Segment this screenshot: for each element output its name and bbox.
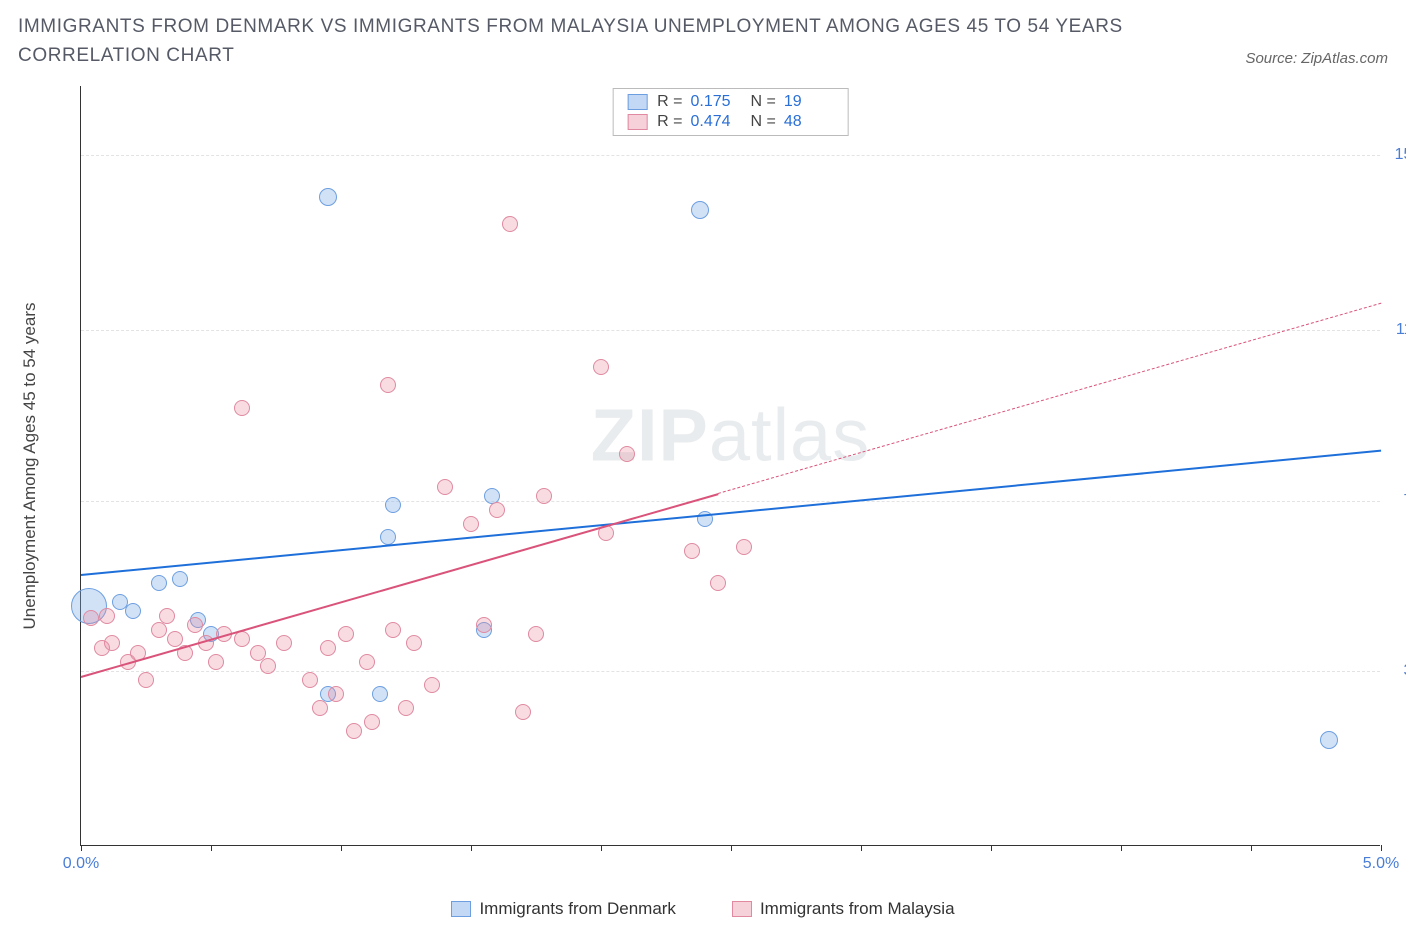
legend-label: Immigrants from Malaysia [760, 899, 955, 919]
r-value: 0.175 [691, 93, 741, 111]
x-tick [341, 845, 342, 851]
data-point [83, 610, 99, 626]
data-point [1320, 731, 1338, 749]
data-point [463, 516, 479, 532]
x-tick [81, 845, 82, 851]
x-tick [601, 845, 602, 851]
watermark-thin: atlas [709, 394, 870, 477]
data-point [234, 400, 250, 416]
n-value: 48 [784, 113, 834, 131]
legend-label: Immigrants from Denmark [479, 899, 675, 919]
x-tick [731, 845, 732, 851]
data-point [208, 654, 224, 670]
x-tick-label: 0.0% [63, 855, 99, 873]
data-point [187, 617, 203, 633]
y-tick-label: 11.2% [1396, 321, 1406, 339]
data-point [528, 626, 544, 642]
data-point [151, 575, 167, 591]
data-point [167, 631, 183, 647]
x-tick [471, 845, 472, 851]
legend-swatch [627, 114, 647, 130]
x-tick [1251, 845, 1252, 851]
data-point [385, 622, 401, 638]
data-point [359, 654, 375, 670]
data-point [250, 645, 266, 661]
legend-swatch [732, 901, 752, 917]
watermark-bold: ZIP [591, 394, 709, 477]
r-label: R = [657, 93, 682, 111]
data-point [338, 626, 354, 642]
data-point [710, 575, 726, 591]
data-point [104, 635, 120, 651]
legend-item: Immigrants from Denmark [451, 899, 675, 919]
data-point [346, 723, 362, 739]
x-tick [211, 845, 212, 851]
gridline [81, 501, 1380, 502]
data-point [372, 686, 388, 702]
data-point [276, 635, 292, 651]
data-point [260, 658, 276, 674]
data-point [515, 704, 531, 720]
data-point [736, 539, 752, 555]
watermark: ZIPatlas [591, 393, 870, 478]
data-point [691, 201, 709, 219]
data-point [593, 359, 609, 375]
legend-item: Immigrants from Malaysia [732, 899, 955, 919]
data-point [502, 216, 518, 232]
data-point [380, 377, 396, 393]
data-point [385, 497, 401, 513]
r-value: 0.474 [691, 113, 741, 131]
stats-row: R = 0.175 N = 19 [627, 92, 834, 112]
data-point [437, 479, 453, 495]
stats-box: R = 0.175 N = 19 R = 0.474 N = 48 [612, 88, 849, 136]
x-tick [1121, 845, 1122, 851]
data-point [380, 529, 396, 545]
data-point [312, 700, 328, 716]
legend-swatch [451, 901, 471, 917]
n-value: 19 [784, 93, 834, 111]
data-point [406, 635, 422, 651]
n-label: N = [751, 113, 776, 131]
gridline [81, 671, 1380, 672]
data-point [138, 672, 154, 688]
trend-line [81, 450, 1381, 576]
data-point [172, 571, 188, 587]
plot-area: ZIPatlas R =0.175N =19R =0.474N =48 3.8%… [80, 86, 1380, 846]
x-tick-label: 5.0% [1363, 855, 1399, 873]
x-tick [991, 845, 992, 851]
gridline [81, 330, 1380, 331]
stats-row: R = 0.474 N = 48 [627, 112, 834, 132]
data-point [364, 714, 380, 730]
chart-header: IMMIGRANTS FROM DENMARK VS IMMIGRANTS FR… [0, 0, 1406, 75]
chart-title: IMMIGRANTS FROM DENMARK VS IMMIGRANTS FR… [18, 12, 1138, 71]
x-tick [1381, 845, 1382, 851]
data-point [99, 608, 115, 624]
data-point [151, 622, 167, 638]
r-label: R = [657, 113, 682, 131]
y-axis-label: Unemployment Among Ages 45 to 54 years [20, 303, 40, 630]
data-point [159, 608, 175, 624]
data-point [424, 677, 440, 693]
data-point [476, 617, 492, 633]
data-point [398, 700, 414, 716]
bottom-legend: Immigrants from Denmark Immigrants from M… [0, 899, 1406, 922]
y-tick-label: 15.0% [1395, 146, 1406, 164]
data-point [489, 502, 505, 518]
data-point [619, 446, 635, 462]
data-point [536, 488, 552, 504]
gridline [81, 155, 1380, 156]
trend-line-dashed [718, 302, 1381, 493]
data-point [328, 686, 344, 702]
data-point [125, 603, 141, 619]
data-point [302, 672, 318, 688]
n-label: N = [751, 93, 776, 111]
data-point [320, 640, 336, 656]
data-point [319, 188, 337, 206]
data-point [684, 543, 700, 559]
x-tick [861, 845, 862, 851]
source-label: Source: ZipAtlas.com [1245, 50, 1388, 71]
legend-swatch [627, 94, 647, 110]
chart-container: Unemployment Among Ages 45 to 54 years Z… [40, 86, 1390, 846]
